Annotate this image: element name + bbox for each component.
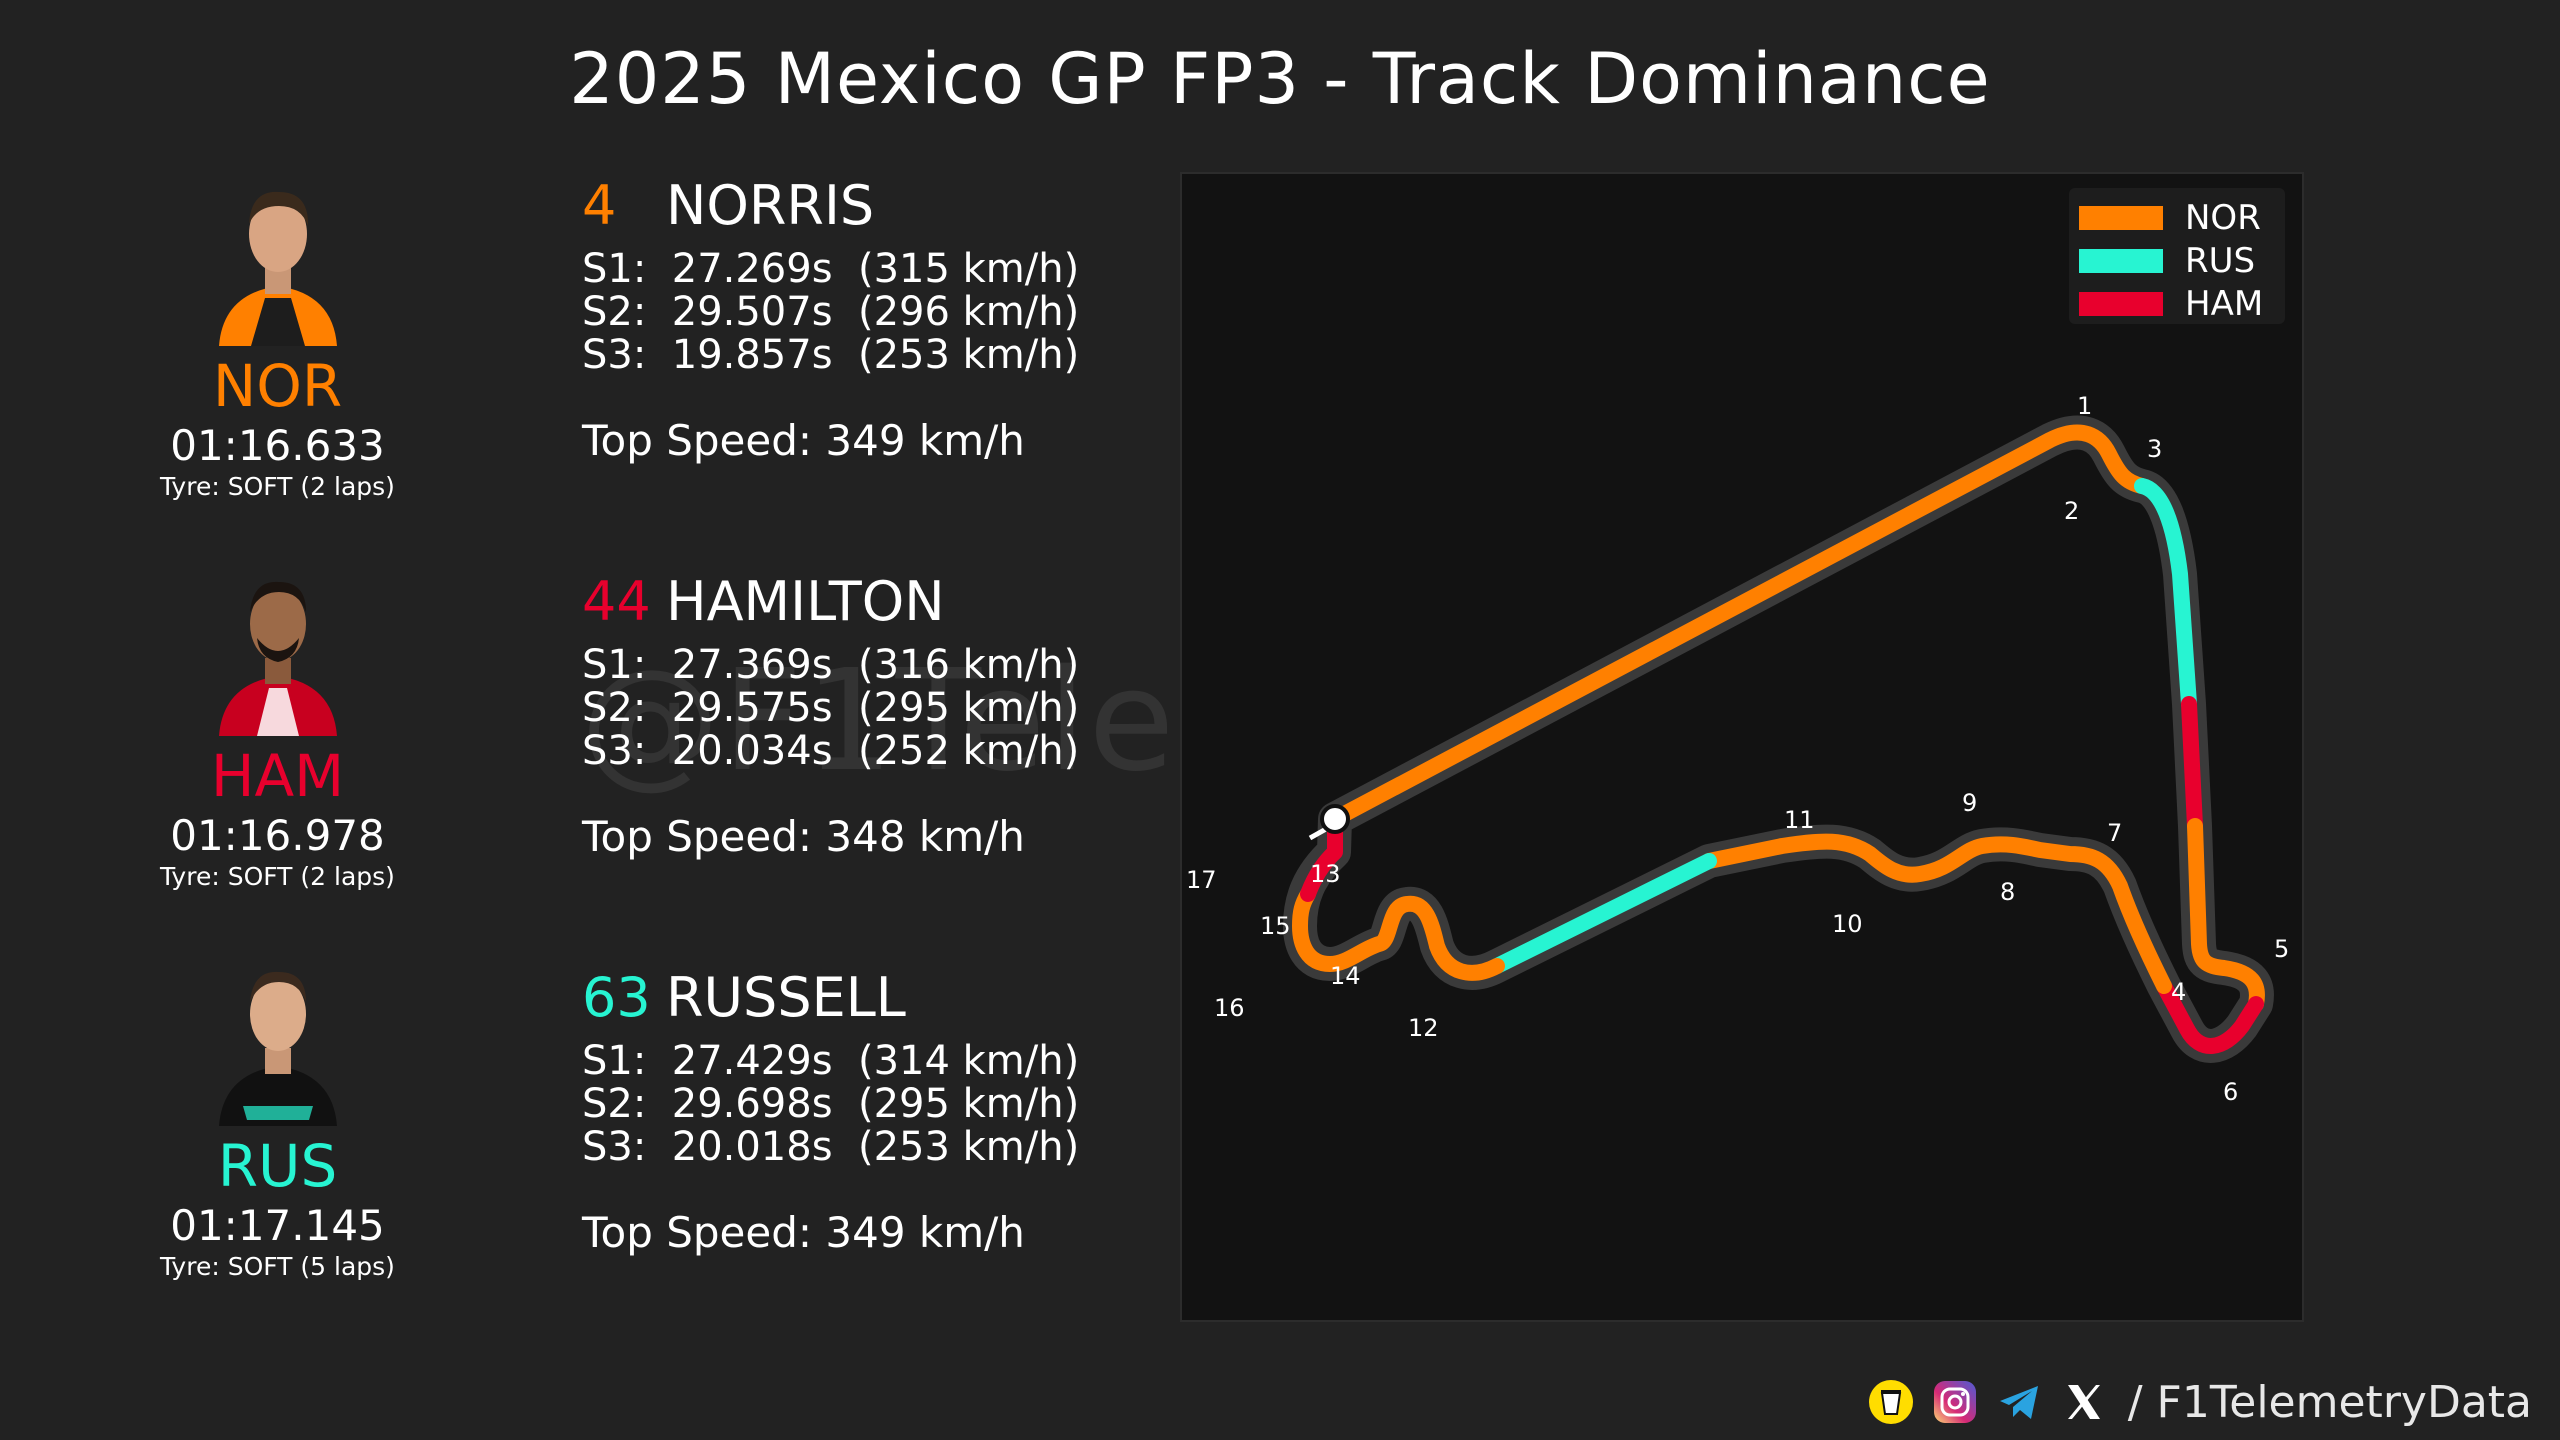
corner-label: 3 (2147, 435, 2162, 463)
track-map-panel: 1 2 3 4 5 6 7 8 9 10 11 12 13 14 15 16 1… (1180, 172, 2304, 1322)
tyre-info: Tyre: SOFT (5 laps) (160, 1252, 395, 1281)
social-footer: / F1TelemetryData (1868, 1372, 2532, 1432)
start-marker (1320, 804, 1350, 834)
driver-name: HAMILTON (666, 570, 945, 633)
top-speed: Top Speed: 349 km/h (582, 416, 1025, 465)
lap-time: 01:16.633 (170, 421, 385, 470)
footer-handle[interactable]: / F1TelemetryData (2127, 1376, 2532, 1428)
tyre-info: Tyre: SOFT (2 laps) (160, 862, 395, 891)
corner-label: 16 (1214, 994, 1245, 1022)
track-segment-nor (2187, 818, 2265, 1012)
sector-1-time: S1: 27.269s (315 km/h) (582, 246, 1080, 292)
driver-heading: 63 RUSSELL (582, 968, 1142, 1028)
coffee-cup-icon[interactable] (1868, 1379, 1914, 1425)
track-segment-ham (2181, 696, 2203, 834)
driver-number: 44 (582, 570, 651, 633)
corner-label: 4 (2171, 978, 2186, 1006)
driver-card-ham: HAM 01:16.978 Tyre: SOFT (2 laps) (130, 566, 425, 892)
sector-2-time: S2: 29.575s (295 km/h) (582, 685, 1080, 731)
corner-label: 17 (1186, 866, 1217, 894)
corner-label: 5 (2274, 935, 2289, 963)
sector-3-time: S3: 20.018s (253 km/h) (582, 1124, 1080, 1170)
track-segment-nor (1701, 833, 2172, 994)
legend: NOR RUS HAM (2069, 188, 2285, 324)
legend-swatch (2079, 249, 2163, 273)
sector-1-time: S1: 27.429s (314 km/h) (582, 1038, 1080, 1084)
track-map: 1 2 3 4 5 6 7 8 9 10 11 12 13 14 15 16 1… (1186, 392, 2289, 1106)
tyre-info: Tyre: SOFT (2 laps) (160, 472, 395, 501)
driver-abbr: NOR (212, 352, 343, 420)
corner-label: 14 (1330, 962, 1361, 990)
legend-swatch (2079, 292, 2163, 316)
driver-portrait-icon (213, 566, 343, 736)
top-speed: Top Speed: 348 km/h (582, 812, 1025, 861)
driver-number: 4 (582, 174, 617, 237)
driver-card-nor: NOR 01:16.633 Tyre: SOFT (2 laps) (130, 176, 425, 502)
corner-label: 8 (2000, 878, 2015, 906)
driver-stats-rus: 63 RUSSELL S1: 27.429s (314 km/h) S2: 29.… (582, 968, 1142, 1257)
driver-stats-ham: 44 HAMILTON S1: 27.369s (316 km/h) S2: 29… (582, 572, 1142, 861)
legend-swatch (2079, 206, 2163, 230)
corner-label: 12 (1408, 1014, 1439, 1042)
driver-portrait-icon (213, 176, 343, 346)
driver-heading: 4 NORRIS (582, 176, 1142, 236)
track-segment-rus (2134, 478, 2197, 712)
driver-number: 63 (582, 966, 651, 1029)
telegram-icon[interactable] (1996, 1379, 2042, 1425)
corner-label: 7 (2107, 819, 2122, 847)
sector-3-time: S3: 19.857s (253 km/h) (582, 332, 1080, 378)
driver-abbr: RUS (217, 1132, 338, 1200)
sector-3-time: S3: 20.034s (252 km/h) (582, 728, 1080, 774)
x-logo-icon[interactable] (2060, 1379, 2106, 1425)
track-segment-nor (1327, 424, 2150, 827)
top-speed: Top Speed: 349 km/h (582, 1208, 1025, 1257)
corner-label: 13 (1310, 860, 1341, 888)
sector-1-time: S1: 27.369s (316 km/h) (582, 642, 1080, 688)
corner-label: 1 (2077, 392, 2092, 420)
driver-heading: 44 HAMILTON (582, 572, 1142, 632)
lap-time: 01:17.145 (170, 1201, 385, 1250)
legend-label: RUS (2185, 241, 2256, 281)
track-segment-nor (1292, 886, 1505, 981)
legend-item-ham: HAM (2079, 282, 2279, 324)
legend-item-nor: NOR (2079, 196, 2279, 238)
legend-item-rus: RUS (2079, 239, 2279, 281)
legend-label: HAM (2185, 284, 2264, 324)
instagram-icon[interactable] (1932, 1379, 1978, 1425)
driver-abbr: HAM (210, 742, 345, 810)
driver-name: RUSSELL (666, 966, 906, 1029)
page-title: 2025 Mexico GP FP3 - Track Dominance (569, 38, 1991, 120)
lap-time: 01:16.978 (170, 811, 385, 860)
corner-label: 15 (1260, 912, 1291, 940)
corner-label: 2 (2064, 497, 2079, 525)
corner-label: 9 (1962, 789, 1977, 817)
legend-label: NOR (2185, 198, 2261, 238)
sector-2-time: S2: 29.698s (295 km/h) (582, 1081, 1080, 1127)
corner-label: 6 (2223, 1078, 2238, 1106)
corner-label: 11 (1784, 806, 1815, 834)
driver-portrait-icon (213, 956, 343, 1126)
driver-card-rus: RUS 01:17.145 Tyre: SOFT (5 laps) (130, 956, 425, 1282)
driver-stats-nor: 4 NORRIS S1: 27.269s (315 km/h) S2: 29.50… (582, 176, 1142, 465)
track-segment-rus (1489, 853, 1717, 974)
track-segment-ham (1300, 811, 1343, 902)
corner-label: 10 (1832, 910, 1863, 938)
track-segment-ham (2156, 978, 2264, 1054)
sector-2-time: S2: 29.507s (296 km/h) (582, 289, 1080, 335)
driver-name: NORRIS (666, 174, 875, 237)
